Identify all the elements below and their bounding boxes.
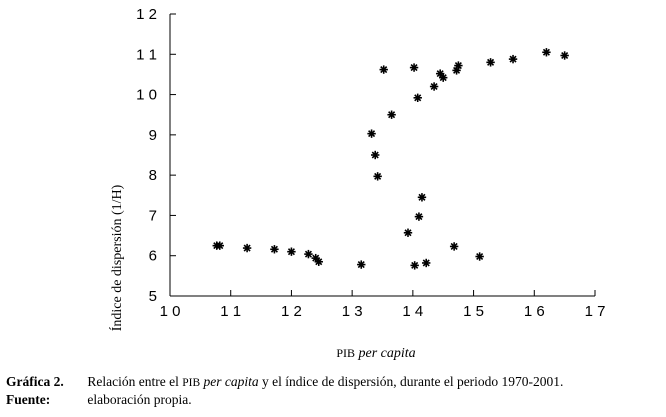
y-tick-label: 9 (149, 127, 157, 144)
x-tick-label: 1 0 (160, 303, 181, 320)
data-point (270, 245, 279, 254)
data-point (454, 61, 463, 70)
y-tick-label: 1 2 (136, 6, 157, 23)
data-point (508, 54, 518, 64)
data-point (475, 252, 484, 261)
data-point (314, 257, 323, 266)
x-tick-label: 1 7 (585, 303, 606, 320)
data-point (387, 110, 396, 119)
x-tick-label: 1 6 (524, 303, 545, 320)
x-axis-label: PIB per capita (336, 346, 415, 361)
data-point (486, 58, 495, 67)
y-tick-label: 7 (149, 207, 157, 224)
data-point (242, 243, 252, 253)
source-label: Fuente: (6, 392, 51, 407)
x-ticks: 1 0 1 1 1 2 1 3 1 4 1 5 1 6 1 7 (160, 290, 606, 320)
y-ticks: 5 6 7 8 9 1 0 1 1 1 2 (136, 6, 176, 305)
data-point (367, 129, 376, 138)
y-axis-label: Índice de dispersión (1/H) (108, 184, 125, 331)
x-axis-label-prefix: PIB (336, 346, 355, 360)
caption-text-italic: per capita (203, 374, 259, 389)
data-point (410, 261, 419, 270)
caption-text-sc: PIB (182, 377, 201, 389)
data-point (215, 241, 224, 250)
source-text: elaboración propia. (87, 392, 192, 407)
data-point (417, 193, 427, 202)
data-point (449, 242, 459, 251)
y-tick-label: 8 (149, 167, 157, 184)
x-tick-label: 1 5 (463, 303, 484, 320)
data-point (429, 82, 439, 91)
data-point (379, 65, 388, 74)
data-points (212, 48, 569, 270)
data-point (304, 249, 313, 259)
data-point (287, 247, 296, 256)
data-point (403, 228, 413, 237)
x-tick-label: 1 2 (281, 303, 302, 320)
data-point (371, 150, 380, 160)
y-tick-label: 1 1 (136, 46, 157, 63)
source-line: Fuente: elaboración propia. (6, 392, 192, 408)
caption-text-pre: Relación entre el (87, 374, 179, 389)
y-tick-label: 1 0 (136, 87, 157, 104)
caption-text-post: y el índice de dispersión, durante el pe… (262, 374, 564, 389)
data-point (414, 212, 424, 221)
data-point (373, 172, 382, 181)
x-tick-label: 1 4 (402, 303, 423, 320)
data-point (560, 51, 569, 60)
y-tick-label: 5 (149, 288, 157, 305)
data-point (439, 73, 448, 82)
data-point (422, 258, 431, 268)
data-point (413, 93, 422, 102)
x-axis-label-italic: per capita (358, 346, 416, 361)
x-tick-label: 1 3 (342, 303, 363, 320)
axes (169, 14, 595, 297)
data-point (409, 63, 419, 72)
data-point (357, 260, 366, 269)
data-point (542, 48, 551, 57)
caption-label: Gráfica 2. (6, 374, 64, 389)
x-tick-label: 1 1 (220, 303, 241, 320)
y-tick-label: 6 (149, 248, 157, 265)
figure-caption: Gráfica 2. Relación entre el PIB per cap… (6, 374, 563, 390)
